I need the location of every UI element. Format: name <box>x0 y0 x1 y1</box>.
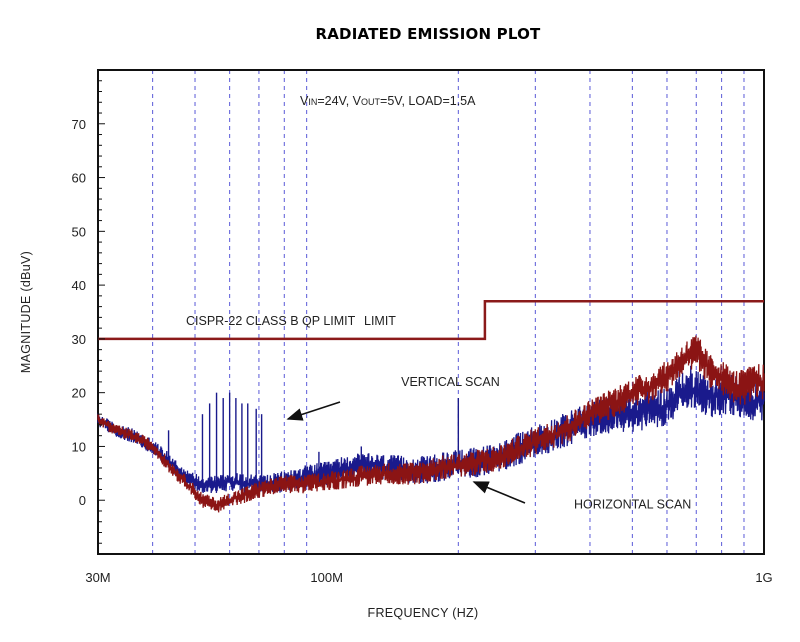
annotation-layer: VERTICAL SCAN HORIZONTAL SCAN <box>286 375 691 512</box>
y-tick-label: 60 <box>72 171 86 186</box>
y-tick-labels: 0 10 20 30 40 50 60 70 <box>72 69 105 555</box>
x-axis-label: FREQUENCY (HZ) <box>368 606 479 620</box>
arrow-vertical-scan <box>286 401 341 421</box>
limit-line <box>98 299 764 341</box>
limit-label-short: LIMIT <box>364 314 396 328</box>
chart-subtitle: VIN=24V, VOUT=5V, LOAD=1.5A <box>300 94 476 108</box>
x-tick-label: 100M <box>310 570 343 585</box>
annotation-horizontal-scan: HORIZONTAL SCAN <box>574 498 691 512</box>
y-tick-label: 10 <box>72 439 86 454</box>
grid-lines <box>152 70 745 554</box>
series-layer <box>97 335 765 513</box>
limit-label: CISPR-22 CLASS B QP LIMIT <box>186 314 356 328</box>
y-tick-label: 0 <box>79 493 86 508</box>
x-tick-label: 30M <box>85 570 110 585</box>
series-1-line <box>97 335 765 513</box>
y-tick-label: 20 <box>72 386 86 401</box>
y-tick-label: 40 <box>72 278 86 293</box>
arrow-horizontal-scan <box>472 481 526 504</box>
chart-title: RADIATED EMISSION PLOT <box>316 25 542 43</box>
y-tick-label: 50 <box>72 224 86 239</box>
x-tick-label: 1G <box>755 570 772 585</box>
y-axis-label: MAGNITUDE (dBuV) <box>19 251 33 373</box>
x-tick-labels: 30M 100M 1G <box>85 570 772 585</box>
annotation-vertical-scan: VERTICAL SCAN <box>401 375 500 389</box>
plot-frame <box>97 69 765 555</box>
y-tick-label: 70 <box>72 117 86 132</box>
limit-layer <box>98 299 764 341</box>
y-tick-label: 30 <box>72 332 86 347</box>
